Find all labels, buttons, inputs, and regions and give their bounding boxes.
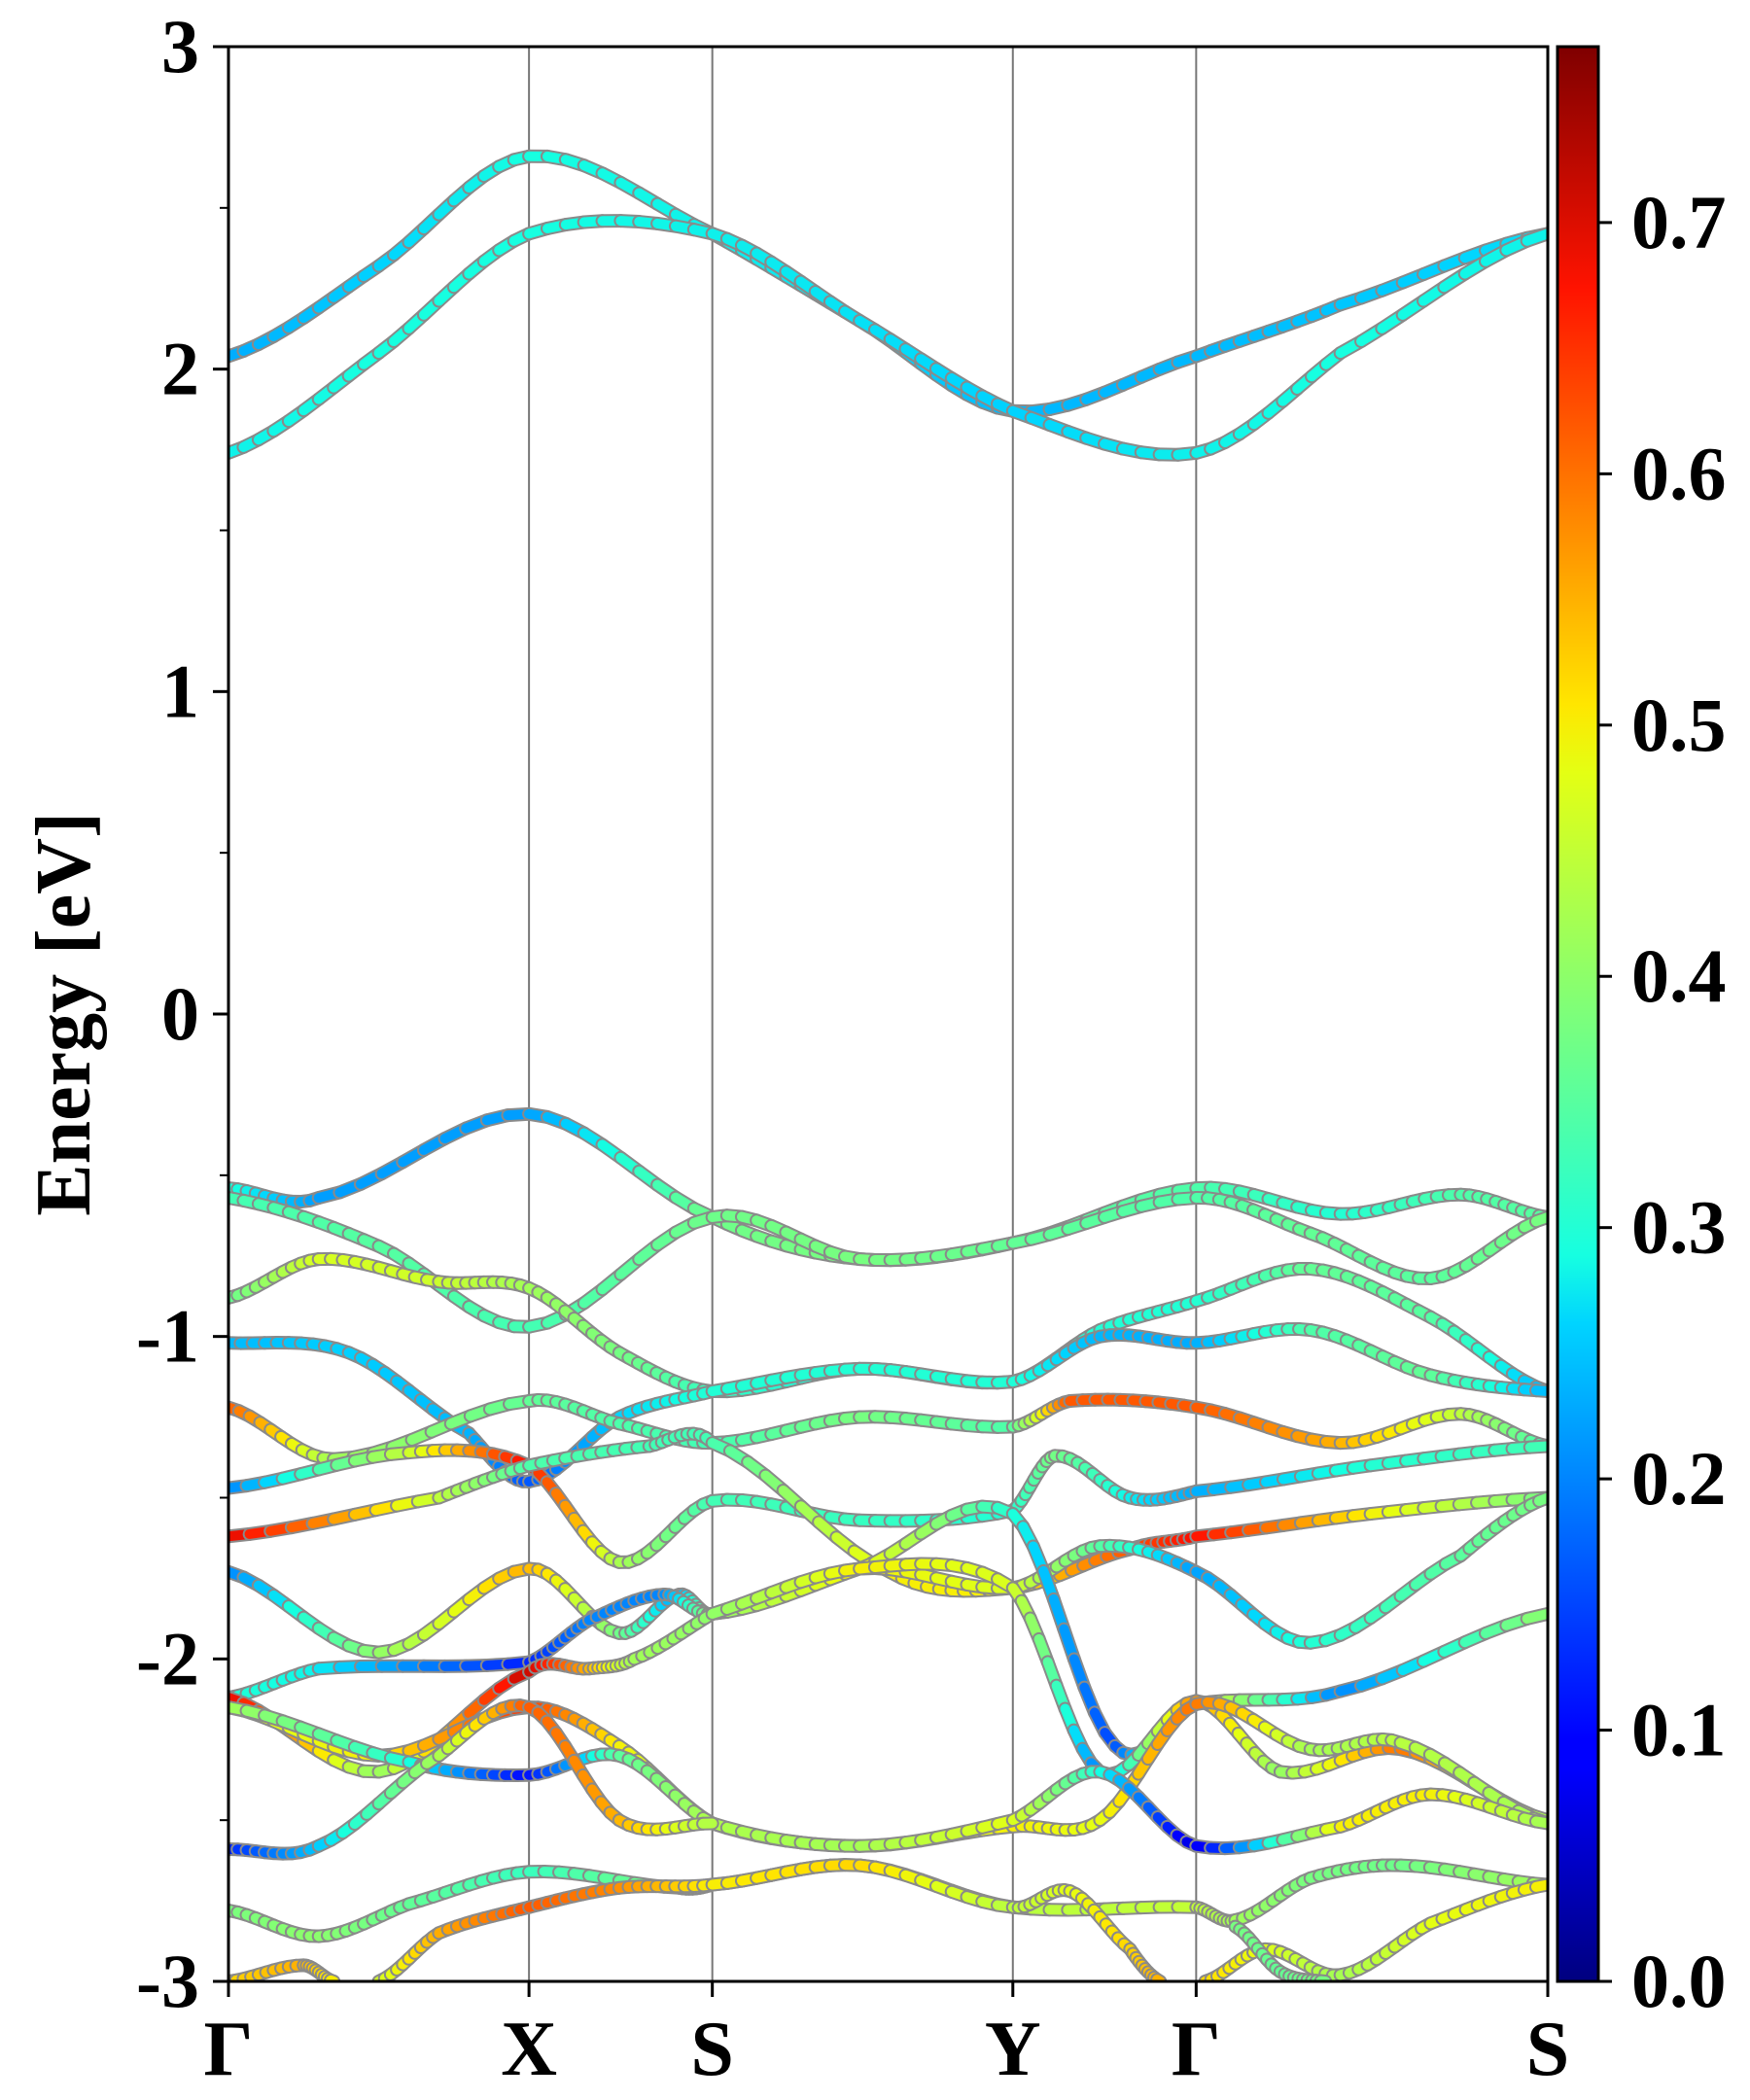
y-tick-label: -2 <box>136 1616 199 1700</box>
band-14 <box>228 1700 1548 1856</box>
y-tick-label: 2 <box>161 327 199 411</box>
band-3 <box>228 1106 1548 1268</box>
band-17 <box>371 1858 1168 1981</box>
band-6 <box>228 1322 1548 1488</box>
colorbar-tick-label: 0.5 <box>1631 682 1727 767</box>
k-point-label: S <box>1526 2007 1570 2092</box>
colorbar <box>1556 45 1600 1983</box>
band-4 <box>228 1191 1548 1334</box>
y-tick-label: 1 <box>161 648 199 733</box>
colorbar-tick-label: 0.4 <box>1631 933 1727 1018</box>
colorbar-tick-label: 0.7 <box>1631 180 1727 264</box>
band-segment <box>1530 1385 1548 1397</box>
y-axis-ticks: 3 2 1 0 -1 -2 -3 <box>136 4 228 2023</box>
band-segment <box>1522 228 1548 246</box>
k-point-label: X <box>501 2007 557 2092</box>
y-tick-label: 3 <box>161 4 199 88</box>
y-tick-label: -1 <box>136 1294 199 1379</box>
band-segment <box>1530 1816 1548 1829</box>
band-2 <box>228 214 1548 462</box>
band-19 <box>1198 1877 1548 1981</box>
band-1 <box>228 149 1548 419</box>
band-segment <box>1530 1211 1548 1227</box>
band-lines <box>228 149 1548 1981</box>
y-axis-label: Energy [eV] <box>21 812 107 1215</box>
band-9 <box>228 1426 1548 1598</box>
k-point-label: Y <box>985 2007 1041 2092</box>
k-point-label: Γ <box>204 2007 254 2092</box>
k-point-label: S <box>690 2007 734 2092</box>
colorbar-tick-label: 0.3 <box>1631 1185 1727 1270</box>
colorbar-ticks: 0.0 0.1 0.2 0.3 0.4 0.5 0.6 0.7 <box>1598 180 1727 2023</box>
band-10 <box>228 1490 1548 1660</box>
band-18 <box>228 1958 341 1981</box>
band-segment <box>1530 1879 1548 1892</box>
colorbar-tick-label: 0.2 <box>1631 1436 1727 1521</box>
colorbar-tick-label: 0.0 <box>1631 1939 1727 2023</box>
band-15 <box>228 1698 719 1861</box>
band-segment <box>1522 1608 1548 1624</box>
high-symmetry-lines <box>528 47 1198 1981</box>
colorbar-tick-label: 0.6 <box>1631 431 1727 515</box>
k-point-label: Γ <box>1172 2007 1221 2092</box>
y-tick-label: -3 <box>136 1939 199 2023</box>
band-segment <box>1524 1441 1548 1452</box>
colorbar-tick-label: 0.1 <box>1631 1688 1727 1772</box>
y-tick-label: 0 <box>161 971 199 1056</box>
